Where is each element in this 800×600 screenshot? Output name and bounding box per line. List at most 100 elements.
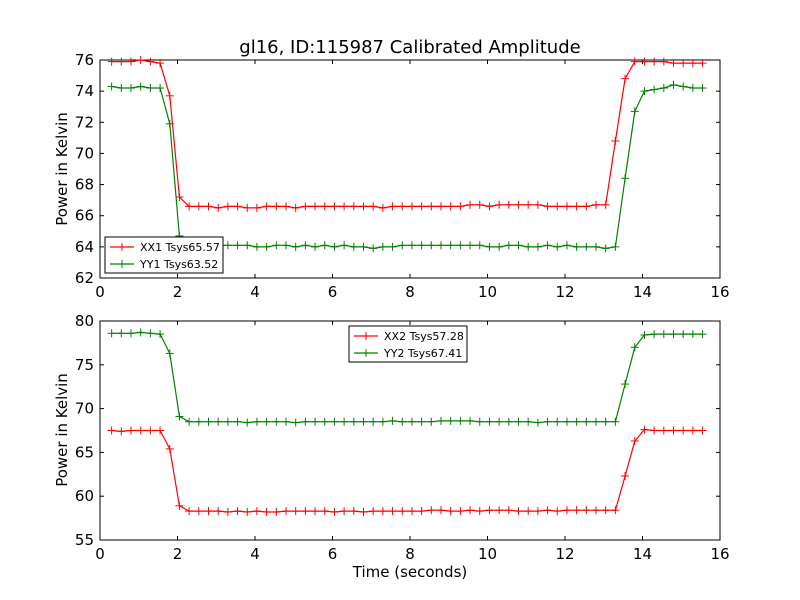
bottom-series-1-point (378, 507, 387, 516)
top-series-1-point (543, 202, 552, 211)
top-series-2-point (272, 241, 281, 250)
bottom-series-1-point (214, 507, 223, 516)
top-series-2-point (127, 84, 135, 93)
bottom-series-2-point (688, 330, 697, 339)
bottom-series-2-point (543, 417, 552, 426)
bottom-series-2-point (301, 417, 310, 426)
bottom-series-1-point (291, 507, 300, 516)
bottom-series-2-point (204, 417, 213, 426)
top-series-2-point (320, 241, 329, 250)
bottom-legend-entry: XX2 Tsys57.28 (354, 330, 464, 343)
bottom-series-2-point (340, 417, 349, 426)
bottom-series-1-point (504, 506, 513, 515)
bottom-series-1-point (592, 506, 600, 515)
x-axis-label: Time (seconds) (352, 563, 468, 581)
bottom-series-2-point (369, 417, 378, 426)
bottom-series-2-point (233, 417, 242, 426)
top-series-2-point (407, 241, 416, 250)
top-series-1-point (388, 202, 397, 211)
bottom-legend-box (348, 325, 468, 363)
bottom-series-1-point (650, 426, 659, 435)
bottom-x-tick-label: 0 (95, 545, 105, 563)
top-series-1-point (252, 203, 261, 212)
bottom-series-1-point (659, 426, 668, 435)
top-series-1-point (562, 202, 571, 211)
bottom-series-1-point (698, 426, 707, 435)
bottom-x-tick-label: 10 (478, 545, 497, 563)
bottom-series-2-point (146, 329, 155, 338)
bottom-series-1-point (117, 427, 126, 436)
top-series-1-point (146, 57, 155, 66)
bottom-x-tick-label: 4 (250, 545, 260, 563)
top-series-1-point (514, 200, 523, 209)
top-series-1 (107, 56, 707, 212)
bottom-series-2-point (311, 417, 320, 426)
bottom-series-2-point (136, 328, 145, 337)
bottom-series-1-point (553, 507, 562, 516)
bottom-y-tick-label: 70 (75, 400, 94, 418)
top-series-2-point (524, 242, 533, 251)
top-y-tick-label: 64 (75, 238, 94, 256)
bottom-x-tick-label: 2 (173, 545, 183, 563)
top-y-tick-label: 66 (75, 207, 94, 225)
top-series-1-point (175, 193, 184, 202)
top-series-2-point (543, 241, 552, 250)
bottom-y-tick-label: 80 (75, 312, 94, 330)
bottom-series-1-point (533, 507, 542, 516)
bottom-series-1-point (543, 506, 552, 515)
bottom-series-2-point (175, 412, 184, 421)
top-series-1-point (156, 59, 165, 68)
top-series-2-point (514, 241, 523, 250)
bottom-series-2-point (156, 330, 165, 339)
bottom-panel: Power in Kelvin Time (seconds) 0 2 4 6 8 10 12… (53, 312, 730, 581)
top-series-1-point (572, 202, 581, 211)
top-series-1-point (679, 59, 688, 68)
bottom-series-2-point (359, 417, 368, 426)
top-series-2-point (165, 119, 174, 128)
bottom-series-1-point (330, 507, 339, 516)
top-x-tick-label: 0 (95, 283, 105, 301)
bottom-series-1-point (369, 507, 378, 516)
bottom-legend-entry: YY2 Tsys67.41 (354, 347, 462, 360)
bottom-series-1-point (136, 426, 145, 435)
bottom-series-1-point (679, 426, 688, 435)
top-series-2-point (340, 241, 349, 250)
bottom-series-2-point (572, 417, 581, 426)
bottom-x-tick-label: 8 (405, 545, 415, 563)
top-series-2-point (582, 242, 591, 251)
bottom-series-2-point (601, 417, 610, 426)
bottom-series-1-point (262, 507, 271, 516)
top-y-tick-label: 74 (75, 82, 94, 100)
bottom-series-1-point (524, 507, 533, 516)
top-series-1-point (456, 202, 465, 211)
bottom-series-2-point (388, 416, 397, 425)
top-x-tick-label: 16 (710, 283, 729, 301)
top-series-1-point (601, 200, 610, 209)
top-x-tick-label: 2 (173, 283, 183, 301)
top-series-2-point (369, 244, 378, 253)
top-series-1-point (243, 203, 252, 212)
bottom-series-2-point (272, 417, 281, 426)
top-series-1-point (533, 200, 542, 209)
top-series-2-point (630, 107, 639, 116)
top-series-1-point (262, 202, 271, 211)
bottom-x-tick-label: 6 (328, 545, 338, 563)
bottom-series-2-point (330, 417, 339, 426)
top-series-1-point (136, 56, 145, 64)
bottom-x-tick-label: 14 (633, 545, 652, 563)
top-series-2-point (553, 242, 562, 251)
bottom-series-2-point (291, 418, 300, 427)
bottom-series-2-point (533, 418, 542, 427)
bottom-series-2-point (262, 417, 271, 426)
bottom-series-1-point (601, 506, 610, 515)
bottom-series-1-point (475, 507, 484, 516)
top-series-2-point (359, 242, 368, 251)
bottom-series-1-point (252, 507, 261, 516)
bottom-series-1-point (562, 506, 571, 515)
bottom-series-1-point (223, 507, 232, 516)
top-legend-label: XX1 Tsys65.57 (140, 241, 220, 254)
top-series-1-point (165, 91, 174, 100)
top-series-1-point (466, 200, 475, 209)
